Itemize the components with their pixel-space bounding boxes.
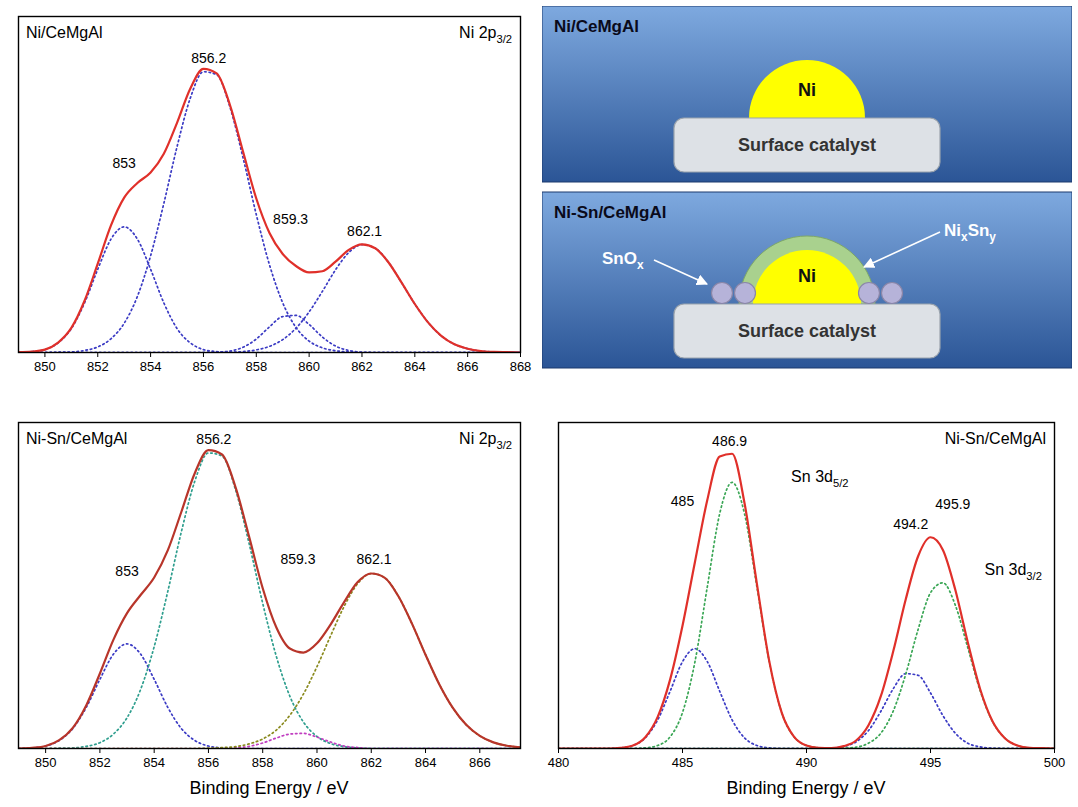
svg-text:495.9: 495.9 [935,496,970,512]
svg-text:856: 856 [193,359,215,374]
svg-text:862.1: 862.1 [347,223,382,239]
svg-text:494.2: 494.2 [893,516,928,532]
svg-text:864: 864 [415,755,437,770]
svg-text:862.1: 862.1 [356,551,391,567]
svg-text:859.3: 859.3 [280,551,315,567]
svg-text:Ni-Sn/CeMgAl: Ni-Sn/CeMgAl [26,430,127,447]
svg-text:NixSny: NixSny [944,221,996,244]
svg-text:500: 500 [1044,755,1066,770]
svg-text:850: 850 [35,755,57,770]
svg-text:Surface catalyst: Surface catalyst [738,135,876,155]
svg-text:486.9: 486.9 [712,433,747,449]
svg-text:Ni: Ni [798,80,816,100]
svg-text:Ni 2p3/2: Ni 2p3/2 [459,24,512,45]
svg-text:866: 866 [469,755,491,770]
svg-text:856.2: 856.2 [196,431,231,447]
svg-text:860: 860 [298,359,320,374]
svg-text:868: 868 [510,359,532,374]
svg-text:Ni: Ni [798,266,816,286]
svg-text:862: 862 [351,359,373,374]
svg-text:864: 864 [404,359,426,374]
svg-text:854: 854 [143,755,165,770]
svg-text:495: 495 [920,755,942,770]
svg-text:485: 485 [672,755,694,770]
svg-text:866: 866 [457,359,479,374]
svg-text:860: 860 [306,755,328,770]
svg-text:Ni 2p3/2: Ni 2p3/2 [459,430,512,451]
svg-text:854: 854 [140,359,162,374]
svg-text:859.3: 859.3 [273,211,308,227]
svg-text:480: 480 [548,755,570,770]
svg-text:862: 862 [360,755,382,770]
svg-text:852: 852 [89,755,111,770]
svg-text:850: 850 [34,359,56,374]
svg-text:853: 853 [113,155,137,171]
svg-text:Sn 3d3/2: Sn 3d3/2 [985,561,1042,582]
svg-text:Ni/CeMgAl: Ni/CeMgAl [554,17,639,36]
svg-text:Binding Energy / eV: Binding Energy / eV [726,778,885,798]
svg-text:858: 858 [245,359,267,374]
svg-text:852: 852 [87,359,109,374]
svg-text:490: 490 [796,755,818,770]
svg-text:858: 858 [252,755,274,770]
svg-text:856.2: 856.2 [191,50,226,66]
svg-text:856: 856 [198,755,220,770]
svg-text:Binding Energy / eV: Binding Energy / eV [189,778,348,798]
svg-text:Sn 3d5/2: Sn 3d5/2 [791,468,848,489]
svg-text:Surface catalyst: Surface catalyst [738,321,876,341]
svg-text:Ni-Sn/CeMgAl: Ni-Sn/CeMgAl [554,203,666,222]
svg-text:Ni-Sn/CeMgAl: Ni-Sn/CeMgAl [945,430,1046,447]
svg-text:SnOx: SnOx [602,249,644,272]
svg-text:853: 853 [115,563,139,579]
svg-text:485: 485 [671,493,695,509]
svg-text:Ni/CeMgAl: Ni/CeMgAl [26,24,102,41]
